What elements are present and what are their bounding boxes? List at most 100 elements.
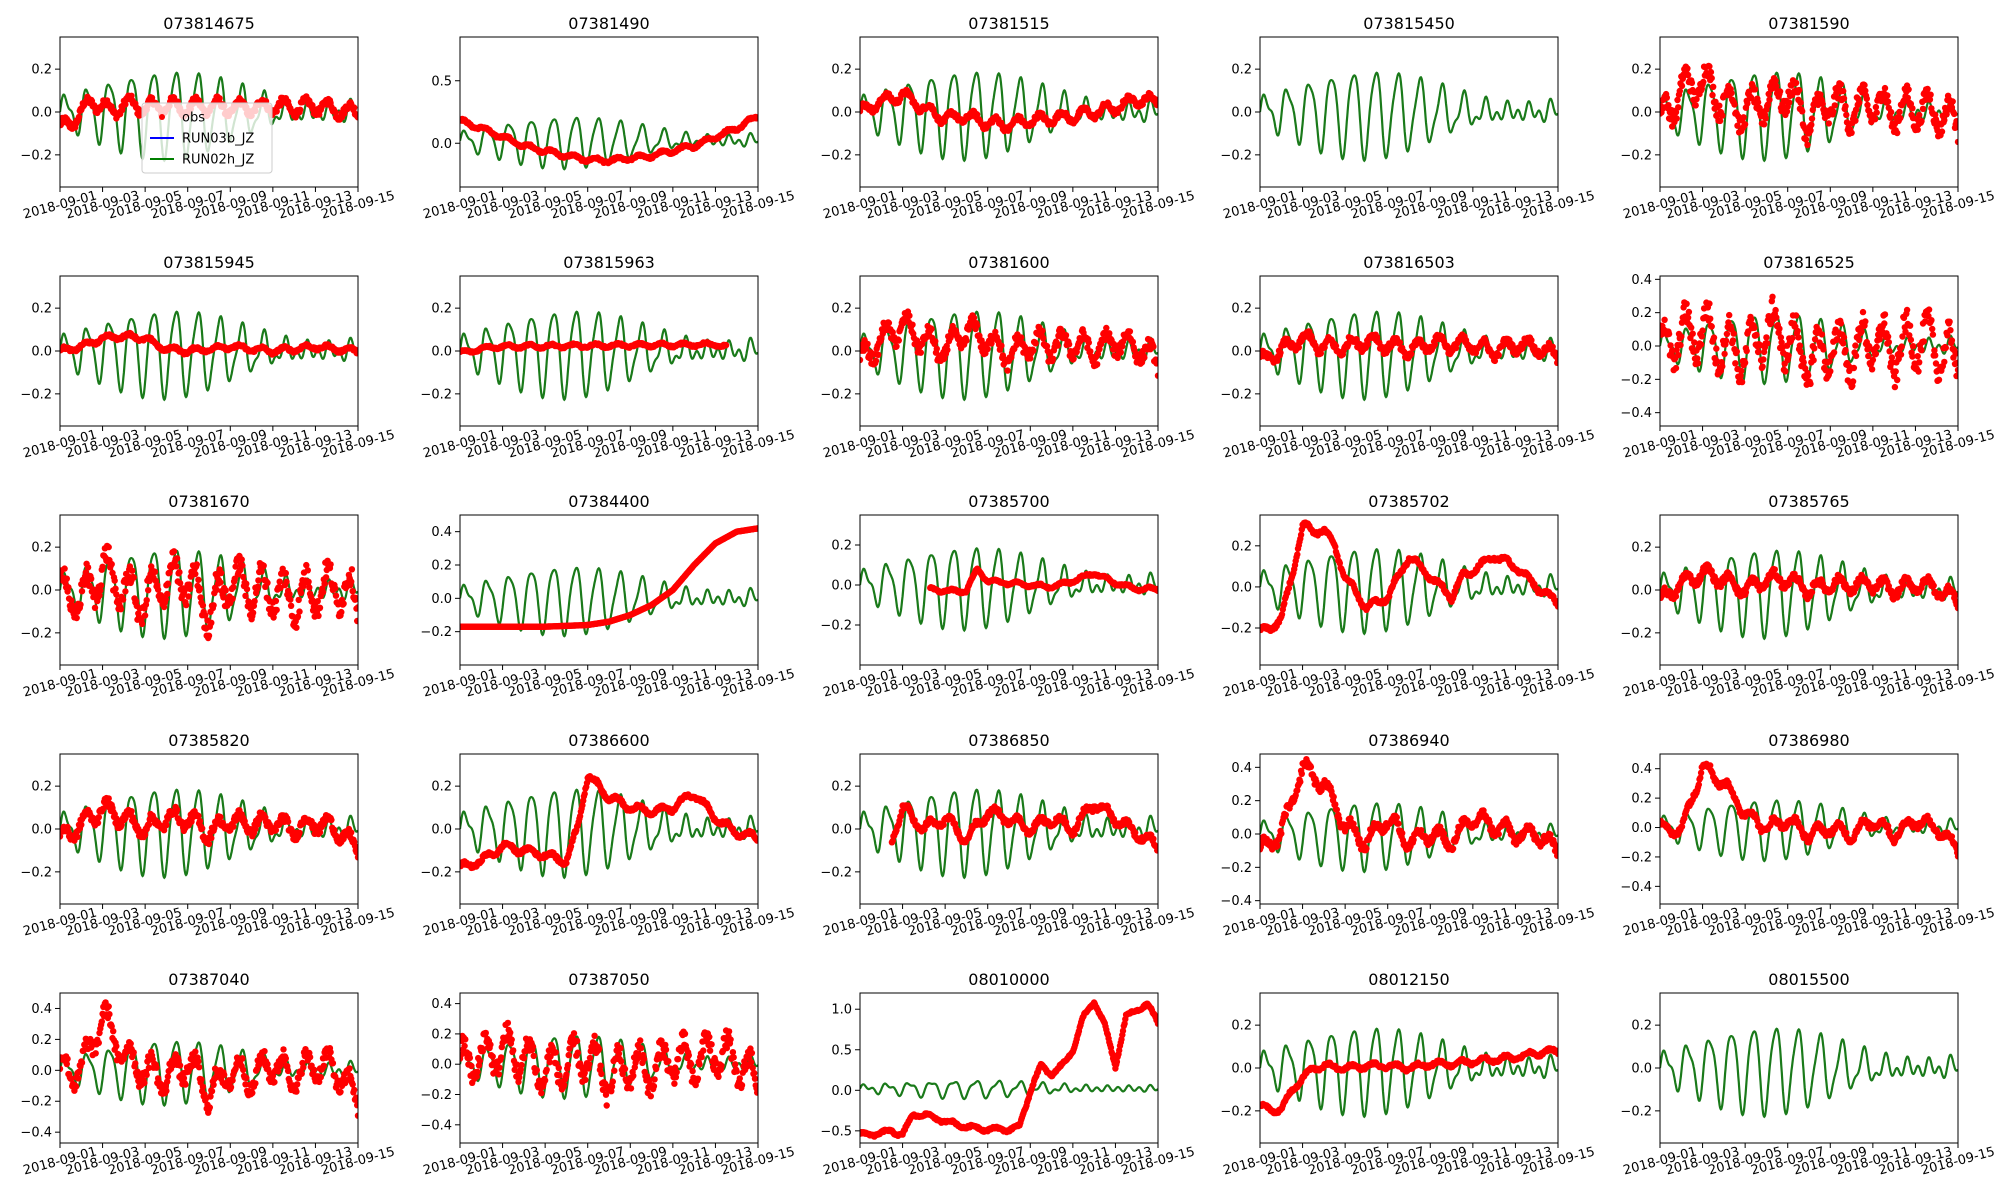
obs-point: [1916, 111, 1923, 119]
obs-point: [1773, 82, 1780, 90]
obs-point: [1683, 300, 1690, 307]
obs-point: [1154, 372, 1158, 379]
obs-point: [1825, 120, 1833, 127]
series-obs-points: [460, 339, 730, 356]
obs-point: [332, 592, 340, 599]
obs-point: [210, 602, 217, 609]
y-tick-label: 0.0: [831, 106, 852, 121]
obs-point: [1946, 318, 1953, 325]
obs-point: [860, 356, 864, 364]
obs-point: [1907, 336, 1915, 344]
plot-area: [1660, 62, 1958, 163]
obs-point: [1731, 101, 1738, 108]
obs-point: [1049, 355, 1057, 362]
obs-point: [1688, 324, 1695, 331]
obs-point: [1766, 96, 1773, 103]
subplot-title: 07381670: [168, 492, 249, 511]
obs-point: [1141, 354, 1148, 361]
obs-point: [348, 578, 355, 585]
obs-point: [1954, 138, 1958, 146]
obs-point: [1807, 127, 1814, 134]
obs-point: [239, 562, 246, 569]
obs-point: [164, 590, 171, 598]
subplot-title: 07384400: [568, 492, 649, 511]
y-tick-label: 0.4: [1631, 273, 1652, 288]
obs-point: [297, 106, 304, 114]
obs-point: [1751, 324, 1758, 331]
obs-point: [992, 328, 999, 336]
y-tick-label: 0.2: [831, 302, 852, 317]
obs-point: [1772, 77, 1779, 85]
obs-point: [1792, 79, 1800, 87]
subplot-07381515: 07381515−0.20.00.22018-09-012018-09-0320…: [820, 14, 1196, 223]
obs-point: [1947, 327, 1954, 334]
obs-point: [315, 612, 322, 619]
obs-point: [132, 598, 140, 605]
obs-point: [1795, 334, 1802, 341]
obs-point: [1914, 353, 1921, 360]
obs-point: [349, 588, 356, 595]
obs-point: [1737, 372, 1744, 379]
obs-point: [354, 114, 358, 121]
obs-point: [322, 574, 330, 581]
obs-point: [1831, 102, 1839, 109]
obs-point: [1693, 96, 1700, 103]
y-tick-label: 0.2: [831, 539, 852, 554]
obs-point: [91, 604, 99, 611]
obs-point: [1698, 333, 1706, 340]
plot-area: [460, 310, 758, 402]
obs-point: [173, 563, 180, 570]
obs-point: [1856, 99, 1863, 106]
obs-point: [295, 596, 302, 604]
obs-point: [96, 592, 103, 599]
obs-point: [998, 342, 1005, 349]
obs-point: [1065, 341, 1073, 348]
obs-point: [1764, 340, 1771, 347]
y-tick-label: 0.2: [31, 302, 52, 317]
obs-point: [970, 314, 978, 321]
obs-point: [186, 585, 194, 593]
obs-point: [1684, 65, 1691, 72]
obs-point: [164, 580, 172, 587]
obs-point: [113, 591, 120, 598]
subplot-title: 07381515: [968, 14, 1049, 33]
obs-point: [1929, 331, 1937, 338]
obs-point: [1723, 330, 1731, 338]
obs-point: [1887, 108, 1895, 116]
obs-point: [276, 578, 283, 585]
obs-point: [1949, 98, 1956, 105]
obs-point: [1684, 314, 1692, 321]
obs-point: [1733, 348, 1741, 355]
obs-point: [1876, 336, 1883, 343]
series-obs-points: [460, 525, 758, 630]
obs-point: [162, 596, 169, 603]
obs-point: [1769, 293, 1776, 300]
obs-point: [1675, 351, 1682, 359]
obs-point: [332, 108, 339, 116]
obs-point: [242, 592, 249, 599]
obs-point: [1811, 336, 1819, 343]
obs-point: [988, 340, 995, 347]
obs-point: [1819, 100, 1826, 108]
obs-point: [1884, 333, 1892, 340]
obs-point: [1661, 316, 1668, 323]
obs-point: [1926, 96, 1934, 103]
series-line-run02h: [460, 310, 758, 402]
obs-point: [122, 101, 129, 108]
obs-point: [1799, 108, 1806, 115]
obs-point: [304, 567, 311, 574]
obs-point: [1840, 340, 1847, 347]
obs-point: [1708, 74, 1715, 82]
obs-point: [84, 564, 92, 571]
obs-point: [303, 561, 310, 569]
obs-point: [1043, 342, 1051, 350]
obs-point: [1842, 102, 1849, 110]
y-tick-label: −0.2: [420, 387, 452, 402]
obs-point: [205, 632, 213, 639]
obs-point: [197, 594, 204, 601]
obs-point: [1932, 360, 1940, 367]
series-line-run02h: [1260, 548, 1558, 636]
obs-point: [1954, 366, 1958, 374]
obs-point: [1281, 600, 1288, 607]
obs-point: [895, 337, 902, 344]
